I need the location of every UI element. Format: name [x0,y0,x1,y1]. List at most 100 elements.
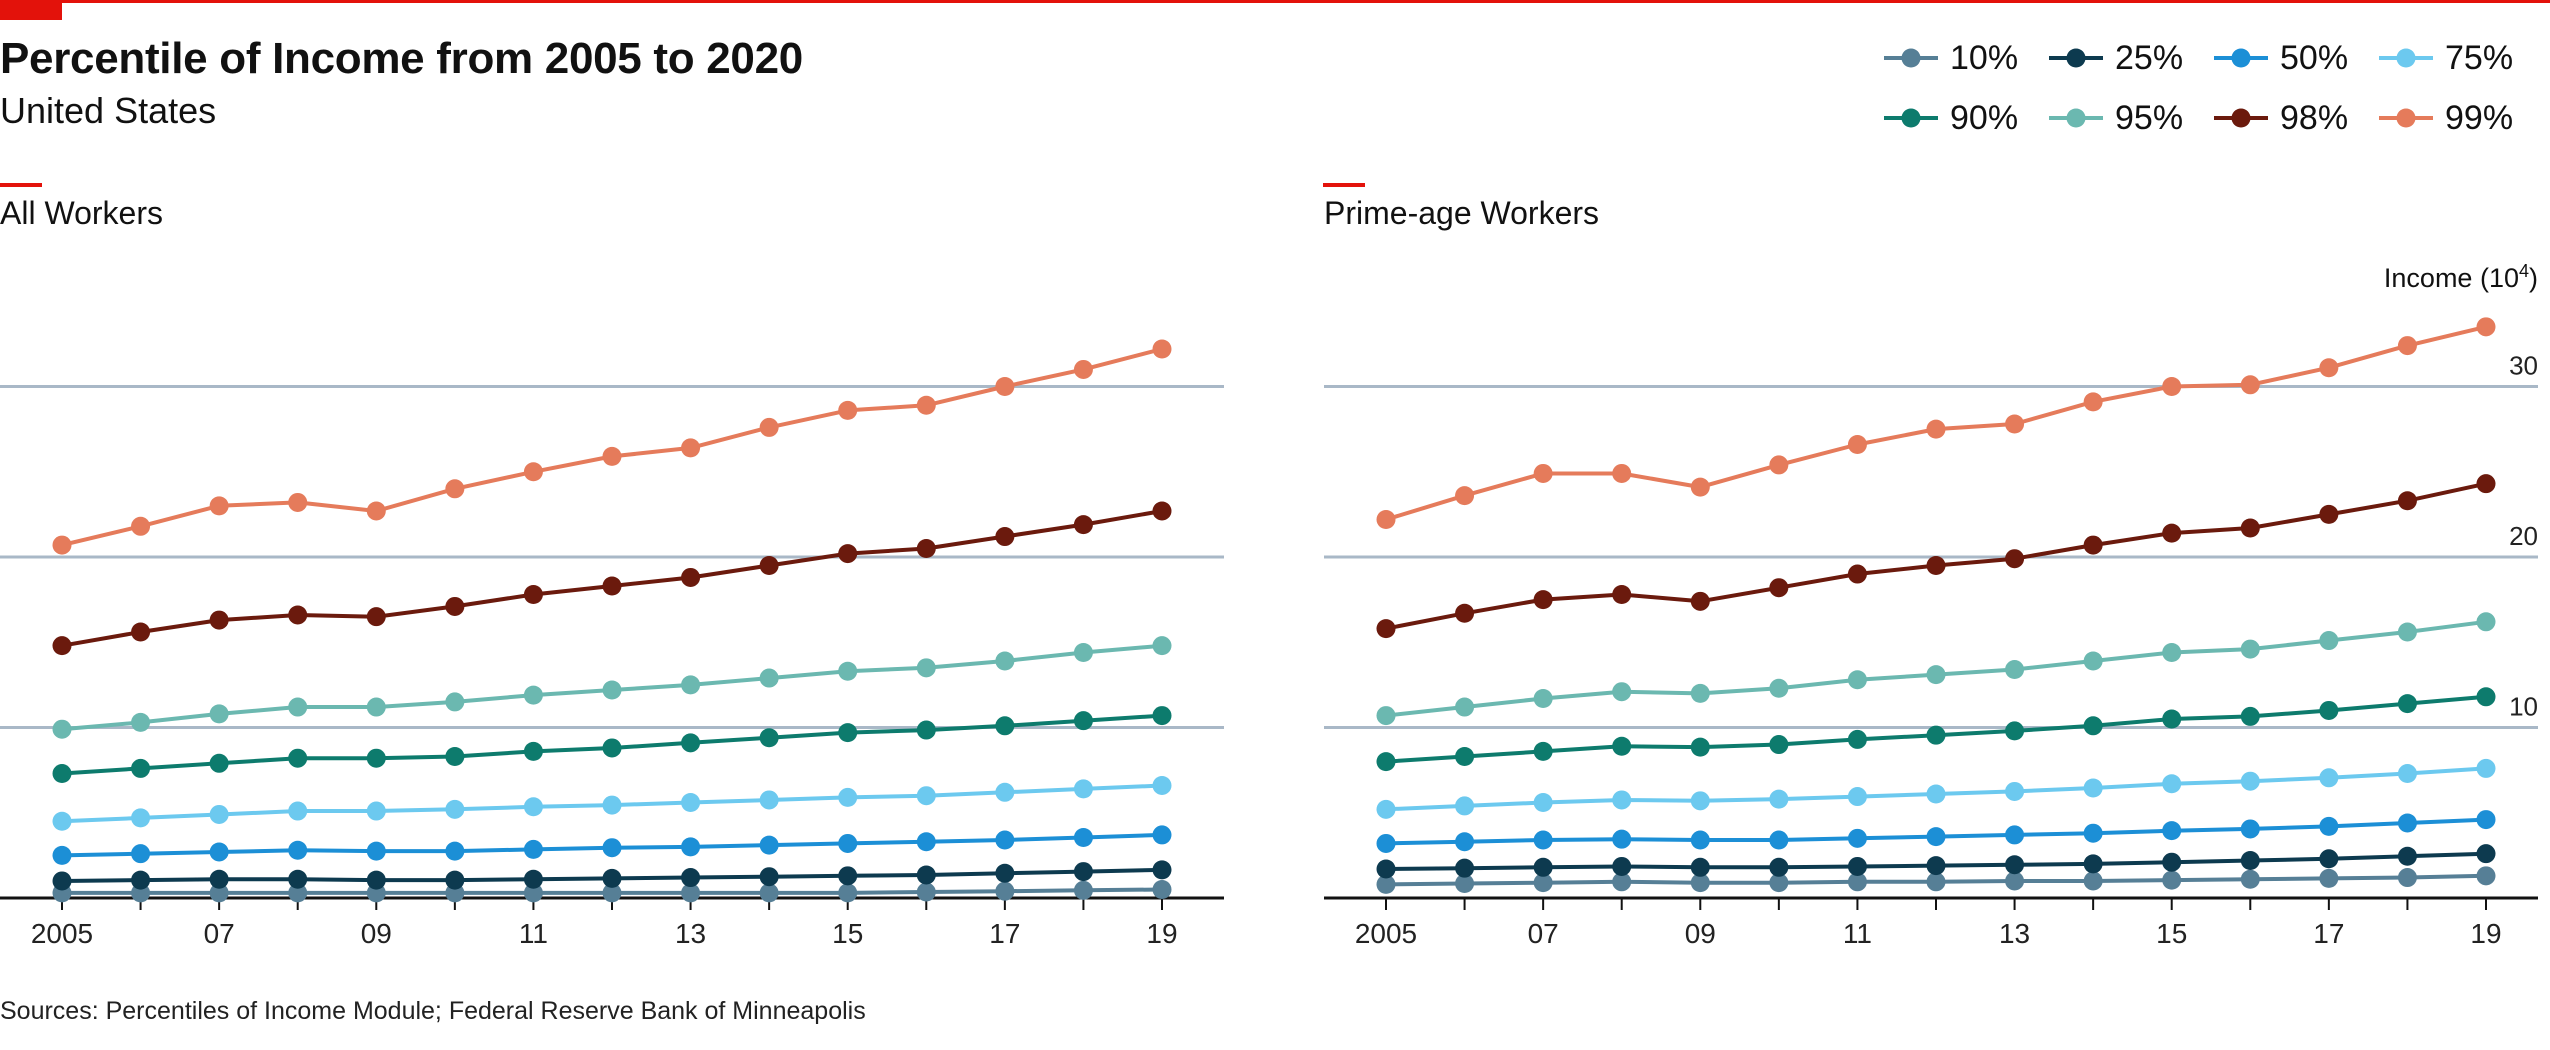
point-left-75pct-2015 [838,787,858,807]
point-left-98pct-2006 [131,622,151,642]
point-left-10pct-2018 [1073,880,1093,900]
point-right-90pct-2013 [2005,721,2025,741]
point-right-75pct-2016 [2240,771,2260,791]
x-tick-label-right-2005: 2005 [1355,918,1417,949]
point-left-90pct-2017 [995,716,1015,736]
point-left-25pct-2017 [995,863,1015,883]
point-left-99pct-2016 [916,395,936,415]
point-right-75pct-2013 [2005,781,2025,801]
point-right-98pct-2005 [1376,619,1396,639]
point-right-25pct-2013 [2005,855,2025,875]
point-right-90pct-2016 [2240,706,2260,726]
legend-swatch-98pct [2214,108,2268,128]
point-right-95pct-2007 [1533,689,1553,709]
point-left-25pct-2010 [445,870,465,890]
point-right-25pct-2009 [1690,857,1710,877]
point-right-25pct-2016 [2240,850,2260,870]
y-tick-label-20: 20 [2509,521,2538,551]
point-left-99pct-2012 [602,446,622,466]
point-left-90pct-2006 [131,758,151,778]
point-left-75pct-2019 [1152,775,1172,795]
point-right-50pct-2006 [1455,832,1475,852]
x-tick-label-right-13: 13 [1999,918,2030,949]
point-right-90pct-2015 [2162,709,2182,729]
point-right-90pct-2018 [2397,694,2417,714]
legend-label-90pct: 90% [1950,99,2019,137]
legend-label-99pct: 99% [2445,99,2514,137]
point-left-50pct-2014 [759,835,779,855]
point-right-25pct-2010 [1769,857,1789,877]
legend-label-75pct: 75% [2445,39,2514,77]
point-left-99pct-2017 [995,377,1015,396]
point-right-95pct-2005 [1376,706,1396,726]
point-right-99pct-2008 [1612,463,1632,483]
point-left-95pct-2014 [759,668,779,688]
point-right-99pct-2005 [1376,509,1396,529]
point-right-10pct-2014 [2083,871,2103,891]
point-right-98pct-2012 [1926,556,1946,576]
point-left-95pct-2012 [602,680,622,700]
point-right-95pct-2016 [2240,639,2260,659]
point-left-75pct-2014 [759,790,779,810]
point-right-25pct-2015 [2162,852,2182,872]
point-left-50pct-2017 [995,830,1015,850]
point-right-50pct-2012 [1926,827,1946,847]
point-left-99pct-2015 [838,400,858,420]
point-left-50pct-2016 [916,832,936,852]
point-right-50pct-2016 [2240,819,2260,839]
legend-swatch-75pct [2379,48,2433,68]
x-tick-label-right-11: 11 [1843,918,1872,949]
point-right-99pct-2018 [2397,336,2417,356]
point-right-90pct-2005 [1376,752,1396,772]
point-right-25pct-2007 [1533,857,1553,877]
point-right-90pct-2008 [1612,736,1632,756]
point-left-25pct-2007 [209,869,229,889]
point-left-25pct-2015 [838,866,858,886]
point-left-98pct-2017 [995,527,1015,547]
point-right-10pct-2019 [2476,866,2496,886]
point-right-25pct-2008 [1612,856,1632,876]
point-left-98pct-2010 [445,596,465,616]
point-right-99pct-2006 [1455,486,1475,506]
point-left-95pct-2007 [209,704,229,724]
legend-label-10pct: 10% [1950,39,2019,77]
point-left-90pct-2014 [759,728,779,748]
point-right-90pct-2006 [1455,746,1475,766]
legend-swatch-50pct [2214,48,2268,68]
x-tick-label-left-19: 19 [1146,918,1177,949]
top-accent-rule [0,0,2550,3]
point-left-50pct-2019 [1152,825,1172,845]
x-tick-label-left-09: 09 [361,918,392,949]
point-left-95pct-2006 [131,712,151,732]
point-left-95pct-2009 [366,697,386,717]
point-left-90pct-2009 [366,748,386,768]
point-right-95pct-2013 [2005,660,2025,680]
point-left-98pct-2015 [838,544,858,564]
point-right-90pct-2014 [2083,716,2103,736]
point-left-95pct-2015 [838,661,858,681]
point-left-95pct-2010 [445,692,465,712]
point-left-98pct-2007 [209,610,229,630]
point-right-98pct-2009 [1690,591,1710,611]
point-right-50pct-2007 [1533,830,1553,850]
point-left-98pct-2018 [1073,515,1093,535]
point-left-50pct-2010 [445,841,465,861]
point-left-75pct-2010 [445,799,465,819]
y-axis-title: Income (104) [2384,261,2538,293]
x-tick-label-left-15: 15 [832,918,863,949]
point-left-10pct-2019 [1152,879,1172,899]
point-left-50pct-2008 [288,840,308,860]
point-left-90pct-2013 [681,733,701,753]
point-left-98pct-2009 [366,607,386,627]
panel-right-accent [1323,183,1365,187]
x-tick-label-right-07: 07 [1528,918,1559,949]
point-right-50pct-2018 [2397,813,2417,833]
point-left-10pct-2016 [916,882,936,902]
point-left-10pct-2017 [995,881,1015,901]
point-left-75pct-2012 [602,795,622,815]
point-right-90pct-2010 [1769,735,1789,755]
point-right-75pct-2019 [2476,758,2496,778]
point-right-99pct-2017 [2319,358,2339,378]
point-right-50pct-2009 [1690,830,1710,850]
point-left-75pct-2017 [995,782,1015,802]
